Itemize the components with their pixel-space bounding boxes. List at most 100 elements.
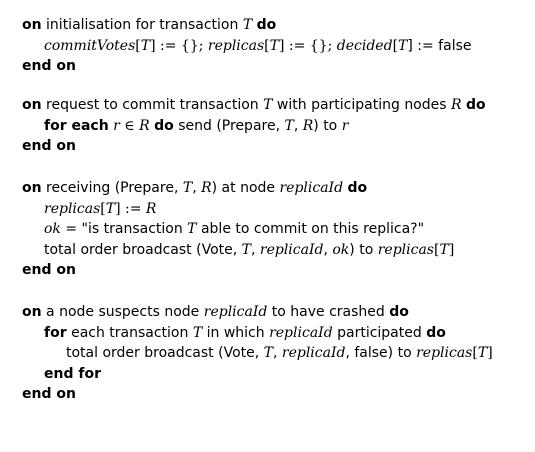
math-symbol: [ [434, 241, 440, 258]
keyword-do: do [389, 304, 409, 320]
block-receiving-prepare: on receiving (Prepare, T, R) at node rep… [22, 178, 454, 281]
text: a node suspects node [41, 304, 204, 320]
text: ) to [349, 241, 378, 258]
math-var: replicaId [203, 304, 268, 320]
math-var: R [139, 117, 150, 134]
math-var: R [201, 180, 212, 196]
text: initialisation for transaction [41, 17, 243, 33]
math-var: T [398, 37, 408, 54]
math-symbol: [ [100, 200, 106, 217]
math-symbol: [ [264, 37, 270, 54]
math-var: R [302, 117, 314, 134]
math-symbol: ] := {}; [150, 37, 208, 54]
text: each transaction [66, 324, 193, 341]
math-symbol: [ [135, 37, 141, 54]
code-line: on request to commit transaction T with … [22, 95, 486, 116]
keyword-on: on [22, 304, 42, 320]
math-var: T [192, 324, 203, 341]
math-symbol: ] := {}; [278, 37, 337, 54]
text: , [192, 180, 202, 196]
text: participated [332, 324, 427, 341]
code-line: commitVotes[T] := {}; replicas[T] := {};… [22, 36, 472, 57]
text: ] := false [407, 37, 472, 54]
text: , [323, 241, 333, 258]
keyword-end-on: end on [22, 58, 76, 74]
math-var: T [182, 180, 193, 196]
keyword-on: on [22, 97, 42, 113]
math-var: ok [332, 241, 350, 258]
math-var: replicas [207, 37, 265, 54]
code-line: ok = "is transaction T able to commit on… [22, 219, 454, 240]
code-line: for each r ∈ R do send (Prepare, T, R) t… [22, 116, 486, 137]
block-request-commit: on request to commit transaction T with … [22, 95, 486, 157]
keyword-do: do [347, 180, 368, 196]
text: , [272, 345, 282, 361]
math-symbol: ] [448, 241, 455, 258]
text: in which [202, 324, 270, 341]
math-var: replicaId [259, 241, 324, 258]
math-var: r [113, 117, 120, 134]
math-var: T [140, 37, 151, 54]
math-var: commitVotes [44, 37, 136, 54]
math-symbol: ] [487, 345, 493, 361]
code-line: total order broadcast (Vote, T, replicaI… [22, 343, 493, 364]
math-var: T [269, 37, 279, 54]
block-initialisation: on initialisation for transaction T do c… [22, 15, 472, 77]
math-symbol: ] := [115, 200, 146, 217]
math-var: T [284, 117, 294, 134]
math-var: decided [336, 37, 393, 54]
text: receiving (Prepare, [41, 180, 183, 196]
math-var: replicaId [281, 345, 346, 361]
keyword-end-on: end on [22, 386, 76, 402]
math-var: replicas [416, 345, 473, 361]
text: able to commit on this replica?" [196, 221, 425, 237]
keyword-do: do [154, 117, 174, 134]
text: to have crashed [267, 304, 390, 320]
keyword-on: on [22, 17, 42, 33]
math-var: T [263, 345, 273, 361]
math-var: T [263, 97, 273, 113]
math-var: R [145, 200, 157, 217]
text: , [293, 117, 303, 134]
math-var: replicas [44, 200, 101, 217]
text: with participating nodes [272, 97, 451, 113]
code-line: total order broadcast (Vote, T, replicaI… [22, 240, 454, 261]
text: , false) to [345, 345, 417, 361]
code-line: on a node suspects node replicaId to hav… [22, 302, 493, 323]
text: ) to [313, 117, 342, 134]
keyword-do: do [466, 97, 486, 113]
math-var: replicaId [279, 180, 344, 196]
math-var: T [439, 241, 449, 258]
text: send (Prepare, [173, 117, 285, 134]
math-var: T [241, 241, 251, 258]
text: total order broadcast (Vote, [66, 345, 264, 361]
block-node-suspects: on a node suspects node replicaId to hav… [22, 302, 493, 405]
keyword-end-on: end on [22, 262, 76, 278]
math-var: replicas [377, 241, 434, 258]
math-var: T [105, 200, 116, 217]
math-symbol: [ [392, 37, 399, 54]
math-symbol: [ [472, 345, 478, 361]
text: ) at node [211, 180, 280, 196]
code-line: for each transaction T in which replicaI… [22, 323, 493, 344]
code-line: replicas[T] := R [22, 199, 454, 220]
math-symbol: ∈ [119, 117, 140, 134]
keyword-do: do [426, 324, 446, 341]
keyword-for-each: for each [44, 117, 109, 134]
text: total order broadcast (Vote, [44, 241, 242, 258]
keyword-end-on: end on [22, 138, 76, 154]
keyword-end-for: end for [44, 365, 101, 382]
math-var: r [341, 117, 349, 134]
math-var: replicaId [269, 324, 333, 341]
text: , [250, 241, 260, 258]
code-line: on receiving (Prepare, T, R) at node rep… [22, 178, 454, 199]
math-var: T [242, 17, 253, 33]
text: request to commit transaction [41, 97, 264, 113]
math-var: T [187, 221, 197, 237]
keyword-do: do [256, 17, 277, 33]
math-var: R [451, 97, 462, 113]
keyword-on: on [22, 180, 42, 196]
math-var: ok [44, 221, 61, 237]
code-line: on initialisation for transaction T do [22, 15, 472, 36]
